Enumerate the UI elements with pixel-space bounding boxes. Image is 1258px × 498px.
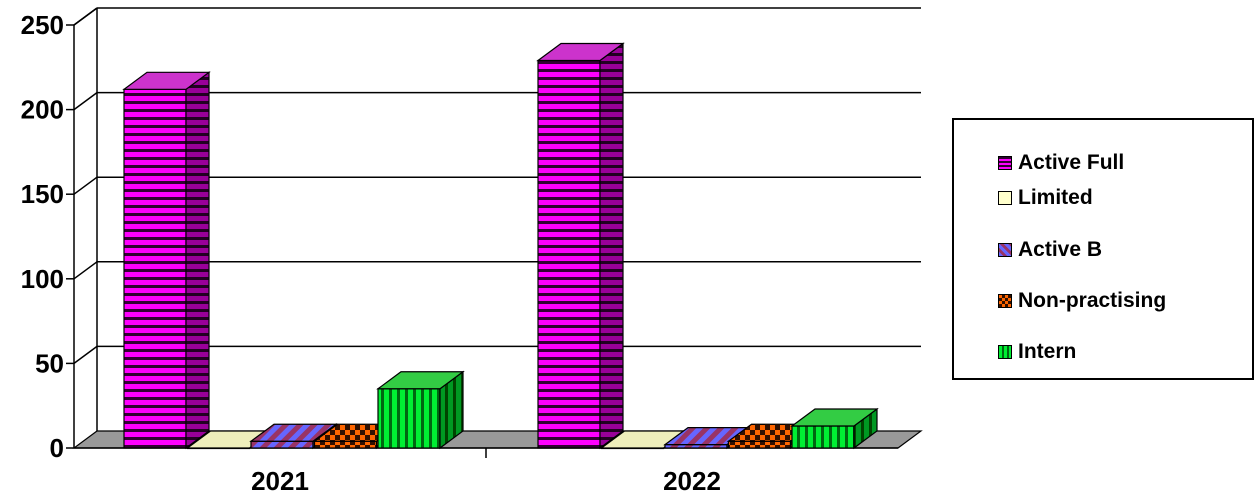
legend-item-limited: Limited bbox=[998, 185, 1093, 211]
legend-label-active-b: Active B bbox=[1018, 238, 1102, 262]
legend-label-limited: Limited bbox=[1018, 186, 1093, 210]
bar-active-full-2021-side bbox=[186, 72, 209, 448]
bar-intern-2021-front bbox=[378, 389, 440, 448]
gridline-side bbox=[74, 346, 97, 363]
y-tick-label: 150 bbox=[21, 179, 64, 209]
gridline-side bbox=[74, 262, 97, 279]
y-tick-label: 200 bbox=[21, 95, 64, 125]
bar-active-full-2021 bbox=[124, 72, 209, 448]
bar-active-full-2022-side bbox=[600, 44, 623, 448]
y-tick-label: 50 bbox=[35, 348, 64, 378]
legend-label-non-practising: Non-practising bbox=[1018, 289, 1166, 313]
legend-item-intern: Intern bbox=[998, 339, 1076, 365]
bar-intern-2022-front bbox=[792, 426, 854, 448]
legend-swatch-non-practising bbox=[998, 294, 1012, 308]
bars-layer bbox=[124, 44, 877, 449]
legend-swatch-limited bbox=[998, 191, 1012, 205]
legend-label-active-full: Active Full bbox=[1018, 151, 1124, 175]
legend-item-non-practising: Non-practising bbox=[998, 288, 1166, 314]
bar-active-b-2021-front bbox=[251, 441, 313, 448]
y-tick-label: 0 bbox=[50, 433, 64, 463]
x-tick-label: 2021 bbox=[251, 466, 309, 496]
gridline-side bbox=[74, 93, 97, 110]
x-tick-label: 2022 bbox=[663, 466, 721, 496]
top-edge bbox=[74, 8, 97, 25]
legend-swatch-intern bbox=[998, 345, 1012, 359]
legend-swatch-active-full bbox=[998, 156, 1012, 170]
gridline-side bbox=[74, 177, 97, 194]
bar-active-full-2021-front bbox=[124, 89, 186, 448]
bar-active-full-2022 bbox=[538, 44, 623, 448]
bar-intern-2021 bbox=[378, 372, 463, 448]
legend-item-active-full: Active Full bbox=[998, 150, 1124, 176]
bar-active-full-2022-front bbox=[538, 61, 600, 448]
bar-non-practising-2022-front bbox=[729, 441, 791, 448]
y-tick-label: 250 bbox=[21, 10, 64, 40]
legend-label-intern: Intern bbox=[1018, 340, 1076, 364]
bar-non-practising-2021-front bbox=[315, 441, 377, 448]
legend: Active Full Limited Active B Non-practis… bbox=[952, 118, 1254, 380]
legend-swatch-active-b bbox=[998, 243, 1012, 257]
legend-item-active-b: Active B bbox=[998, 237, 1102, 263]
y-tick-label: 100 bbox=[21, 264, 64, 294]
